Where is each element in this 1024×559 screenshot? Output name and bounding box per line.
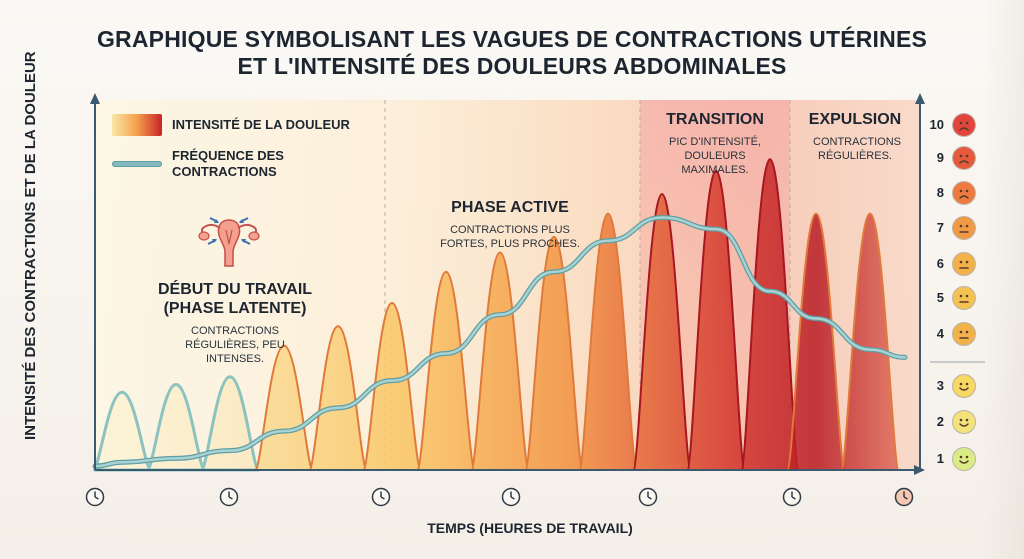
phase-expulsion: EXPULSION CONTRACTIONS RÉGULIÈRES.: [795, 110, 915, 163]
contraction-wave: [786, 212, 846, 471]
pain-face-icon: [953, 287, 975, 309]
page-edge: [982, 0, 1024, 559]
legend-label-pain: INTENSITÉ DE LA DOULEUR: [172, 117, 350, 132]
contraction-wave: [470, 251, 530, 471]
x-axis-label: TEMPS (HEURES DE TRAVAIL): [427, 520, 633, 536]
phase-active-title: PHASE ACTIVE: [451, 199, 569, 216]
pain-face-icon: [953, 147, 975, 169]
legend-label-frequency: FRÉQUENCE DES CONTRACTIONS: [172, 148, 284, 179]
pain-face-icon: [953, 448, 975, 470]
pain-scale-arrow: [915, 93, 925, 104]
pain-face-icon: [953, 323, 975, 345]
clock-icon: [894, 487, 914, 507]
pain-scale-number: 1: [936, 451, 944, 466]
legend-item-frequency: FRÉQUENCE DES CONTRACTIONS: [112, 148, 350, 180]
y-axis-label: INTENSITÉ DES CONTRACTIONS ET DE LA DOUL…: [22, 51, 39, 440]
contraction-wave: [524, 235, 584, 471]
clock-icon: [638, 487, 658, 507]
contraction-wave: [145, 383, 207, 472]
title-line-1: GRAPHIQUE SYMBOLISANT LES VAGUES DE CONT…: [96, 26, 928, 52]
phase-latent: DÉBUT DU TRAVAIL (PHASE LATENTE) CONTRAC…: [150, 280, 320, 366]
pain-face-icon: [953, 217, 975, 239]
chart-title: GRAPHIQUE SYMBOLISANT LES VAGUES DE CONT…: [0, 26, 1024, 80]
clock-icon: [219, 487, 239, 507]
pain-face-icon: [953, 253, 975, 275]
clock-icon: [782, 487, 802, 507]
axes: [90, 93, 985, 475]
pain-face-icon: [953, 411, 975, 433]
contraction-wave: [362, 301, 422, 471]
pain-gradient-swatch: [112, 114, 162, 136]
phase-expulsion-desc: CONTRACTIONS RÉGULIÈRES.: [813, 136, 901, 162]
pain-scale-number: 10: [929, 117, 944, 132]
clock-icon: [371, 487, 391, 507]
pain-scale-number: 7: [936, 220, 944, 235]
phase-transition: TRANSITION PIC D'INTENSITÉ, DOULEURS MAX…: [645, 110, 785, 177]
uterus-icon: [198, 217, 260, 267]
pain-scale-number: 6: [936, 256, 944, 271]
contraction-wave: [632, 193, 692, 471]
phase-latent-desc: CONTRACTIONS RÉGULIÈRES, PEU INTENSES.: [185, 325, 285, 365]
clock-icon: [501, 487, 521, 507]
legend-item-pain: INTENSITÉ DE LA DOULEUR: [112, 114, 350, 136]
pain-scale-number: 5: [936, 290, 944, 305]
phase-active: PHASE ACTIVE CONTRACTIONS PLUS FORTES, P…: [420, 198, 600, 251]
clock-icon: [85, 487, 105, 507]
y-axis-arrow: [90, 93, 100, 104]
phase-active-desc: CONTRACTIONS PLUS FORTES, PLUS PROCHES.: [440, 224, 580, 250]
phase-latent-title: DÉBUT DU TRAVAIL (PHASE LATENTE): [157, 281, 313, 317]
pain-face-icon: [953, 114, 975, 136]
phase-transition-desc: PIC D'INTENSITÉ, DOULEURS MAXIMALES.: [669, 136, 761, 176]
legend: INTENSITÉ DE LA DOULEUR FRÉQUENCE DES CO…: [112, 114, 350, 192]
pain-scale-number: 8: [936, 185, 944, 200]
pain-scale-number: 2: [936, 414, 944, 429]
pain-face-icon: [953, 375, 975, 397]
frequency-line-swatch: [112, 161, 162, 167]
pain-face-icon: [953, 182, 975, 204]
pain-scale-number: 9: [936, 150, 944, 165]
phase-transition-title: TRANSITION: [666, 111, 764, 128]
phase-dividers: [384, 100, 791, 470]
pain-waves: [91, 158, 900, 472]
pain-scale-number: 3: [936, 378, 944, 393]
contraction-wave: [416, 270, 476, 471]
frequency-line: [93, 216, 907, 468]
phase-expulsion-title: EXPULSION: [808, 111, 902, 128]
contraction-wave: [308, 325, 368, 471]
contraction-wave: [578, 212, 638, 471]
contraction-wave: [686, 169, 746, 471]
pain-scale-number: 4: [936, 326, 944, 341]
contraction-wave: [840, 212, 900, 471]
title-line-2: ET L'INTENSITÉ DES DOULEURS ABDOMINALES: [237, 53, 787, 79]
